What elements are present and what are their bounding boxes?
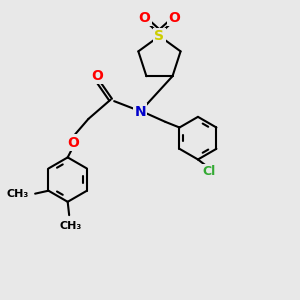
Text: CH₃: CH₃ [6,189,28,199]
Text: S: S [154,29,164,43]
Text: O: O [139,11,151,25]
Text: CH₃: CH₃ [59,221,82,231]
Text: O: O [92,69,103,83]
Text: Cl: Cl [202,165,216,178]
Text: N: N [134,104,146,118]
Text: O: O [67,136,79,150]
Text: O: O [168,11,180,25]
